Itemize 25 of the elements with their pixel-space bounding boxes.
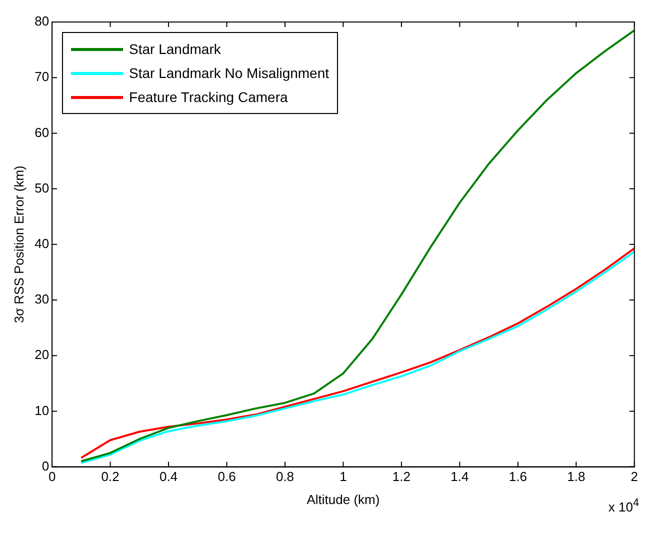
x-tick-label: 1: [340, 469, 347, 484]
legend-label: Star Landmark: [129, 41, 221, 57]
y-tick-label: 50: [34, 180, 50, 196]
y-tick-label: 20: [34, 347, 50, 362]
y-tick-label: 10: [34, 402, 50, 418]
x-tick-label: 1.4: [450, 469, 469, 484]
x-tick-label: 1.8: [567, 469, 586, 484]
x-tick-label: 0.8: [276, 469, 294, 484]
y-tick-label: 60: [34, 124, 50, 140]
x-tick-label: 1.2: [392, 469, 410, 484]
y-tick-label: 0: [42, 458, 50, 474]
y-tick-label: 30: [34, 292, 50, 307]
x-tick-label: 1.6: [508, 469, 527, 484]
x-axis-title: Altitude (km): [306, 492, 380, 507]
y-tick-label: 70: [34, 69, 50, 84]
x-tick-label: 0.2: [101, 469, 120, 484]
x-tick-label: 2: [630, 469, 638, 484]
x-tick-label: 0.4: [159, 469, 178, 484]
text: x 10$^{4}$: [608, 496, 639, 514]
legend-label: Star Landmark No Misalignment: [129, 65, 330, 81]
y-tick-label: 80: [34, 14, 50, 29]
y-axis-title: 3σ RSS Position Error (km): [11, 166, 26, 324]
y-tick-label: 40: [34, 236, 50, 251]
legend-label: Feature Tracking Camera: [129, 89, 288, 105]
x-tick-label: 0.6: [218, 469, 236, 484]
